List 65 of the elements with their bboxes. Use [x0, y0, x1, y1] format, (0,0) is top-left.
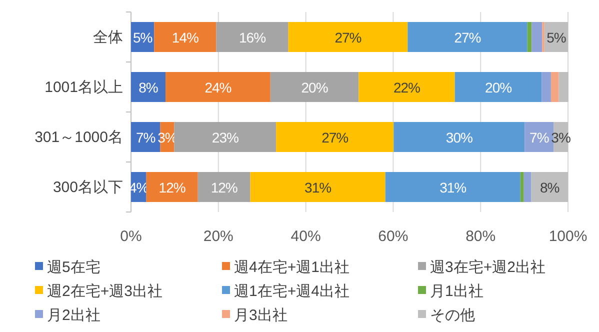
data-label: 8%: [138, 80, 158, 96]
legend-label: 週5在宅: [47, 259, 100, 276]
bar: [276, 122, 394, 152]
data-label: 5%: [546, 30, 566, 46]
data-label: 16%: [239, 30, 266, 46]
data-label: 27%: [322, 130, 348, 146]
bar: [250, 172, 386, 202]
bar: [532, 22, 542, 52]
data-label: 27%: [334, 30, 362, 46]
data-label: 31%: [304, 180, 332, 196]
bar: [288, 22, 408, 52]
x-tick-label: 0%: [120, 228, 142, 245]
bar: [542, 72, 551, 102]
y-tick-label: 300名以下: [52, 179, 123, 196]
x-tick-label: 60%: [378, 228, 408, 245]
x-tick-label: 80%: [466, 228, 496, 245]
data-label: 7%: [530, 130, 549, 146]
legend-label: 週4在宅+週1出社: [234, 259, 350, 276]
bar: [146, 172, 198, 202]
bar: [454, 72, 542, 102]
bar: [527, 22, 532, 52]
legend-label: 月1出社: [430, 283, 484, 300]
data-label: 5%: [132, 30, 152, 46]
bar: [531, 172, 568, 202]
y-tick-label: 1001名以上: [44, 79, 123, 96]
data-label: 27%: [454, 30, 481, 46]
data-label: 30%: [446, 130, 472, 146]
bar: [385, 172, 520, 202]
data-label: 20%: [301, 80, 328, 96]
y-tick-label: 全体: [93, 29, 123, 46]
bar: [558, 72, 568, 102]
bar: [198, 172, 250, 202]
data-label: 7%: [136, 130, 156, 146]
data-label: 22%: [393, 80, 420, 96]
bar: [358, 72, 455, 102]
bar: [394, 122, 525, 152]
data-label: 12%: [158, 180, 186, 196]
bar: [524, 172, 532, 202]
data-label: 3%: [551, 130, 570, 146]
x-tick-label: 20%: [203, 228, 234, 245]
data-label: 31%: [440, 180, 466, 196]
bar: [270, 72, 359, 102]
data-label: 14%: [172, 30, 198, 46]
legend-label: 週1在宅+週4出社: [234, 283, 350, 300]
data-label: 12%: [210, 180, 238, 196]
bar: [216, 22, 288, 52]
legend-label: 週3在宅+週2出社: [430, 259, 546, 276]
data-label: 23%: [212, 130, 238, 146]
data-label: 20%: [485, 80, 512, 96]
x-tick-label: 40%: [290, 228, 321, 245]
bar: [166, 72, 270, 102]
legend-label: 月3出社: [234, 307, 288, 324]
bar: [131, 72, 166, 102]
bar: [154, 22, 216, 52]
legend-label: 月2出社: [47, 307, 100, 324]
y-tick-label: 301～1000名: [34, 129, 123, 146]
data-label: 24%: [204, 80, 232, 96]
legend-label: その他: [430, 307, 475, 324]
bar: [520, 172, 524, 202]
x-tick-label: 100%: [548, 228, 588, 245]
bar: [408, 22, 528, 52]
data-label: 8%: [540, 180, 560, 196]
legend-label: 週2在宅+週3出社: [47, 283, 162, 300]
bar: [550, 72, 559, 102]
bar: [174, 122, 276, 152]
